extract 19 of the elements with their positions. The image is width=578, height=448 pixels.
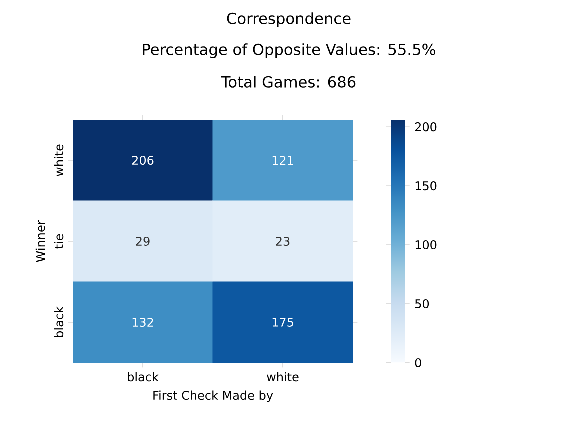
y-axis-title: Winner	[36, 220, 46, 262]
data-label: 23	[276, 236, 290, 246]
chart-subtitle: Percentage of Opposite Values: 55.5%	[143, 44, 436, 58]
x-axis-title: First Check Made by	[154, 390, 274, 402]
color-bar-label: 200	[415, 122, 437, 132]
color-bar-label: 50	[415, 299, 430, 309]
data-label: 29	[136, 236, 150, 246]
data-label: 206	[132, 156, 154, 166]
text: Total Games: 686	[221, 76, 356, 88]
color-bar-label: 100	[416, 240, 437, 250]
data-label: 132	[132, 318, 154, 328]
y-tick-label: tie	[54, 234, 64, 249]
data-label: 121	[272, 156, 294, 165]
y-tick-label: black	[54, 306, 64, 338]
color-bar-label: 0	[415, 358, 422, 368]
y-tick-label: white	[54, 144, 64, 176]
chart-title: Correspondence	[227, 12, 351, 28]
data-label: 175	[272, 318, 294, 327]
color-bar-label: 150	[416, 182, 437, 191]
